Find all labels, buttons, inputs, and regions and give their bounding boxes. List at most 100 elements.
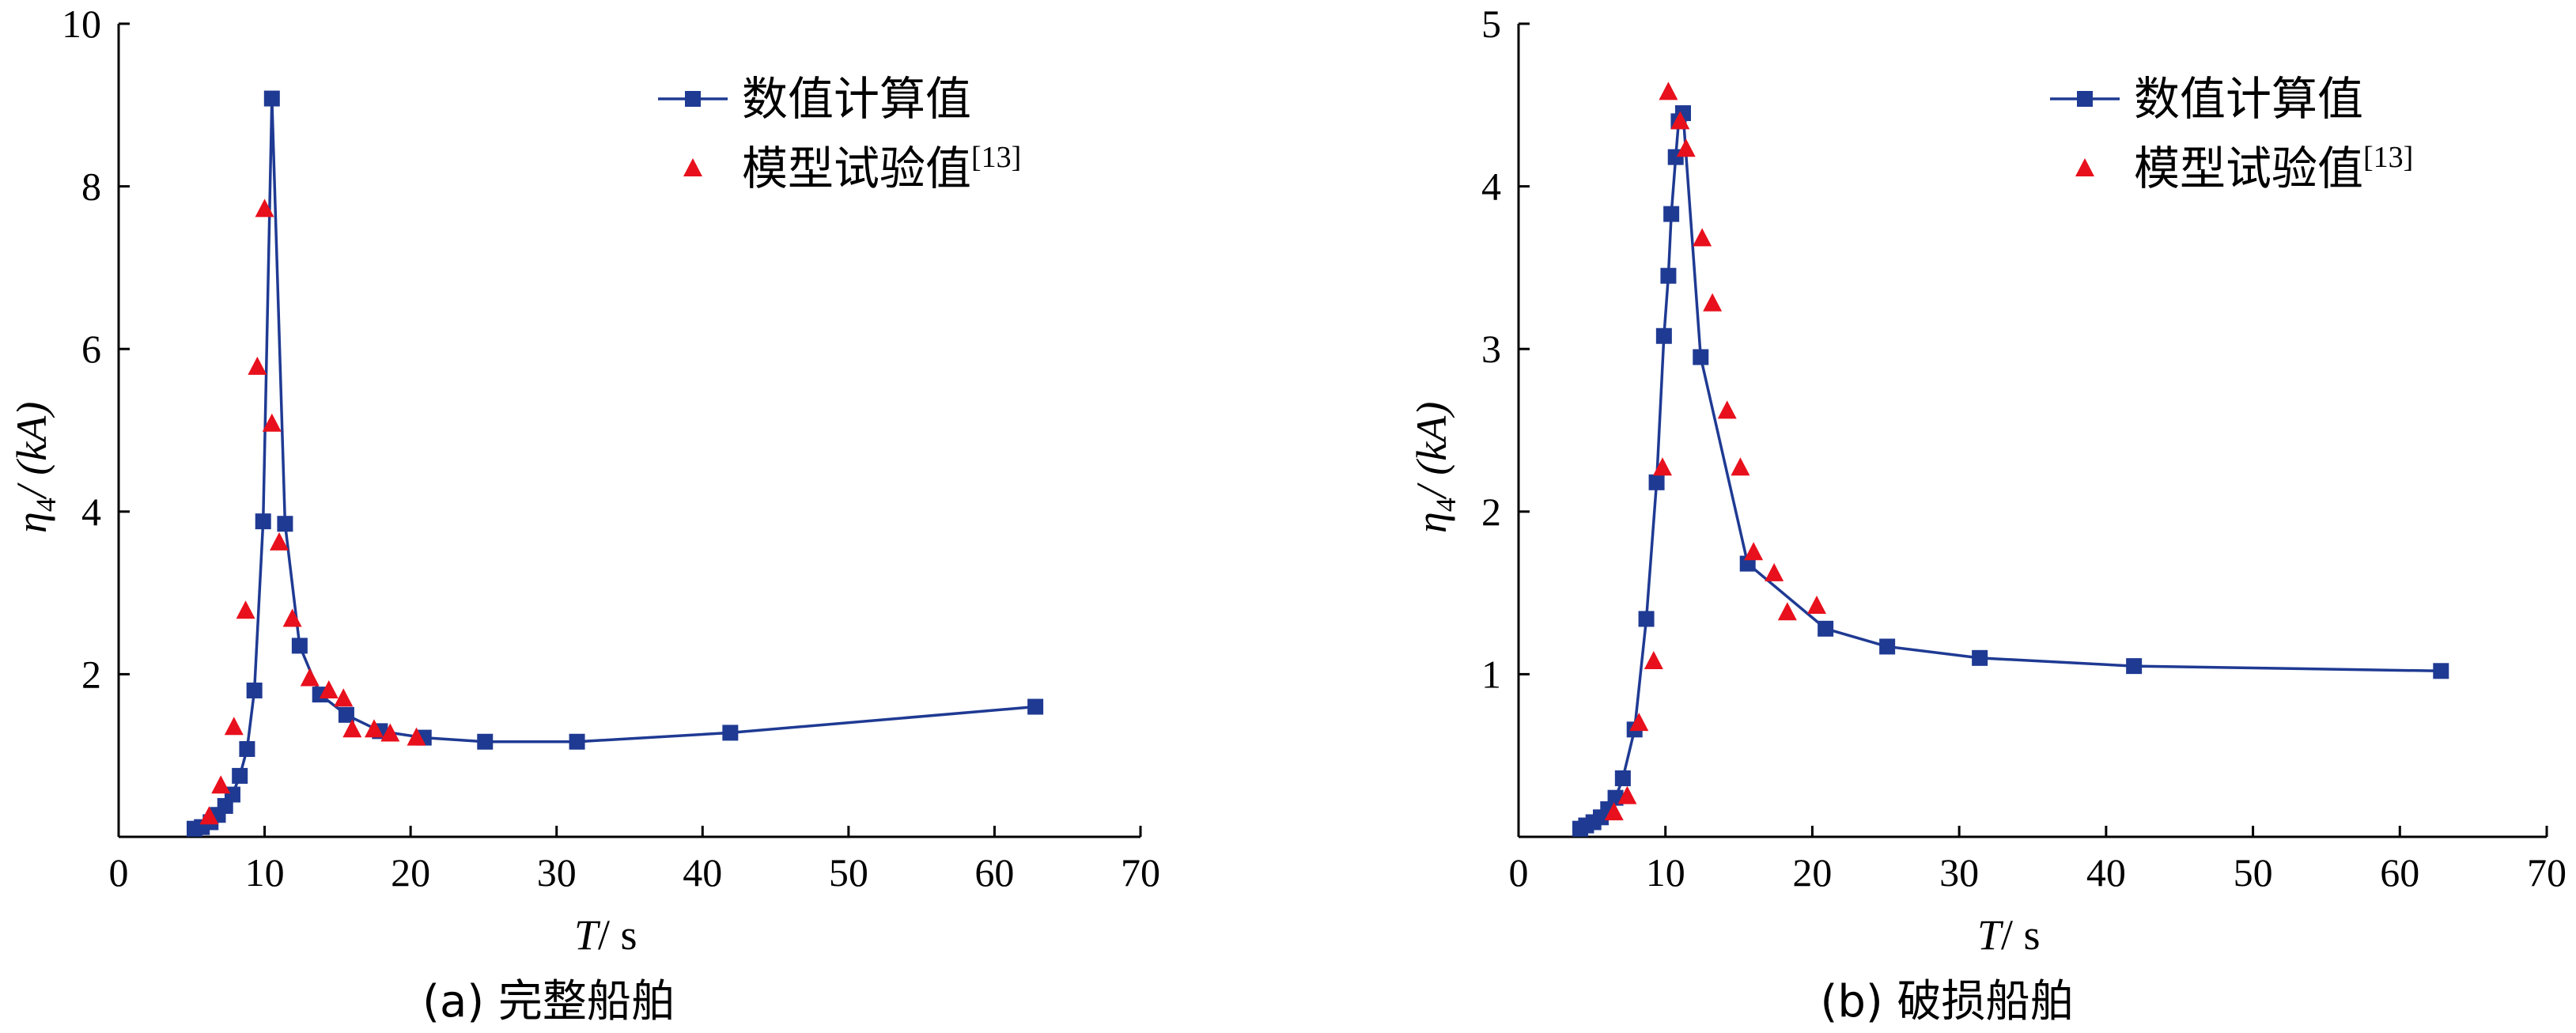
x-tick-label: 30 [1939,850,1979,895]
series-line-0 [1579,112,2442,831]
data-point-square [477,733,494,750]
data-point-square [338,706,354,723]
data-point-triangle [334,688,354,707]
legend-label-main: 数值计算值 [742,72,971,126]
data-point-triangle [1777,602,1797,621]
x-tick-label: 60 [2380,850,2419,895]
y-tick-label: 10 [62,2,101,46]
y-tick-label: 5 [1481,2,1501,46]
data-point-triangle [282,608,302,627]
data-point-square [569,733,585,750]
x-tick-label: 0 [1509,850,1529,895]
legend-label-main: 模型试验值 [742,142,971,195]
data-point-square [263,90,280,107]
data-point-square [1660,267,1677,284]
data-point-triangle [211,775,231,794]
x-axis-title: T/ s [574,911,637,959]
data-point-triangle [342,719,362,738]
data-point-square [1638,611,1655,627]
data-point-square [1972,649,1988,666]
y-axis-sub: 4 [30,498,62,512]
x-axis-unit: / s [598,911,637,959]
data-point-triangle [300,668,320,687]
data-point-square [246,682,263,698]
x-tick-label: 20 [1792,850,1832,895]
data-point-triangle [1659,81,1678,100]
x-tick-label: 50 [829,850,868,895]
legend-label-sup: [13] [2363,141,2413,174]
legend-label-main: 数值计算值 [2134,72,2363,126]
data-point-triangle [1717,400,1737,419]
x-tick-label: 20 [391,850,430,895]
y-tick-label: 1 [1481,652,1501,696]
data-point-triangle [407,727,426,746]
data-point-triangle [1765,562,1784,581]
y-axis-sub: 4 [1430,498,1462,512]
y-axis-title: η4/ (kA) [1408,402,1462,533]
data-point-triangle [1731,457,1750,476]
legend-label: 模型试验值[13] [2134,141,2413,195]
x-axis-var: T [1977,911,2004,959]
data-point-square [255,513,271,530]
data-point-square [2126,658,2143,675]
data-point-square [1648,474,1665,490]
data-point-triangle [1653,457,1672,476]
legend-label: 数值计算值 [2134,72,2363,126]
y-tick-label: 4 [81,490,101,534]
data-point-triangle [236,600,255,619]
data-point-triangle [1604,802,1624,821]
caption-a: (a) 完整船舶 [422,976,675,1027]
data-point-triangle [1744,542,1764,561]
data-point-square [2433,663,2449,679]
data-point-triangle [270,532,289,551]
x-tick-label: 30 [537,850,577,895]
y-tick-label: 4 [1481,165,1501,209]
x-axis-unit: / s [2001,911,2041,959]
data-point-triangle [262,413,282,432]
y-tick-label: 8 [81,165,101,209]
y-axis-title: η4/ (kA) [8,402,62,533]
legend-label: 数值计算值 [742,72,971,126]
data-point-triangle [1670,111,1690,130]
data-point-triangle [1676,138,1696,157]
data-point-triangle [365,719,384,738]
legend-label-main: 模型试验值 [2134,142,2363,195]
data-point-square [1663,206,1680,222]
data-point-triangle [1617,785,1637,804]
y-axis-rest: / (kA) [8,402,55,500]
data-point-square [1614,770,1631,786]
legend-label: 模型试验值[13] [742,141,1021,195]
x-axis-var: T [574,911,601,959]
legend-label-sup: [13] [971,141,1021,174]
x-tick-label: 40 [2086,850,2126,895]
data-point-square [291,638,308,654]
legend-marker-square [2077,91,2093,107]
data-point-triangle [1693,228,1712,247]
x-tick-label: 10 [245,850,285,895]
y-axis-rest: / (kA) [1408,402,1455,500]
y-axis-var: η [1408,512,1455,533]
data-point-triangle [1629,713,1649,732]
data-point-square [1655,327,1672,344]
data-point-square [1693,349,1709,365]
data-point-square [232,767,248,784]
data-point-triangle [255,199,274,218]
data-point-triangle [199,806,219,825]
data-point-triangle [248,356,267,375]
data-point-square [277,516,293,532]
y-tick-label: 2 [1481,490,1501,534]
x-tick-label: 60 [974,850,1014,895]
data-point-triangle [1703,293,1723,312]
series-line-0 [194,96,1036,831]
y-tick-label: 3 [1481,327,1501,371]
x-tick-label: 0 [109,850,129,895]
x-axis-title: T/ s [1977,911,2041,959]
data-point-triangle [319,679,339,698]
data-point-triangle [224,717,244,736]
legend-marker-triangle [2075,158,2094,176]
y-tick-label: 2 [81,652,101,696]
x-tick-label: 70 [2527,850,2567,895]
data-point-square [1027,698,1044,715]
data-point-square [239,740,255,757]
